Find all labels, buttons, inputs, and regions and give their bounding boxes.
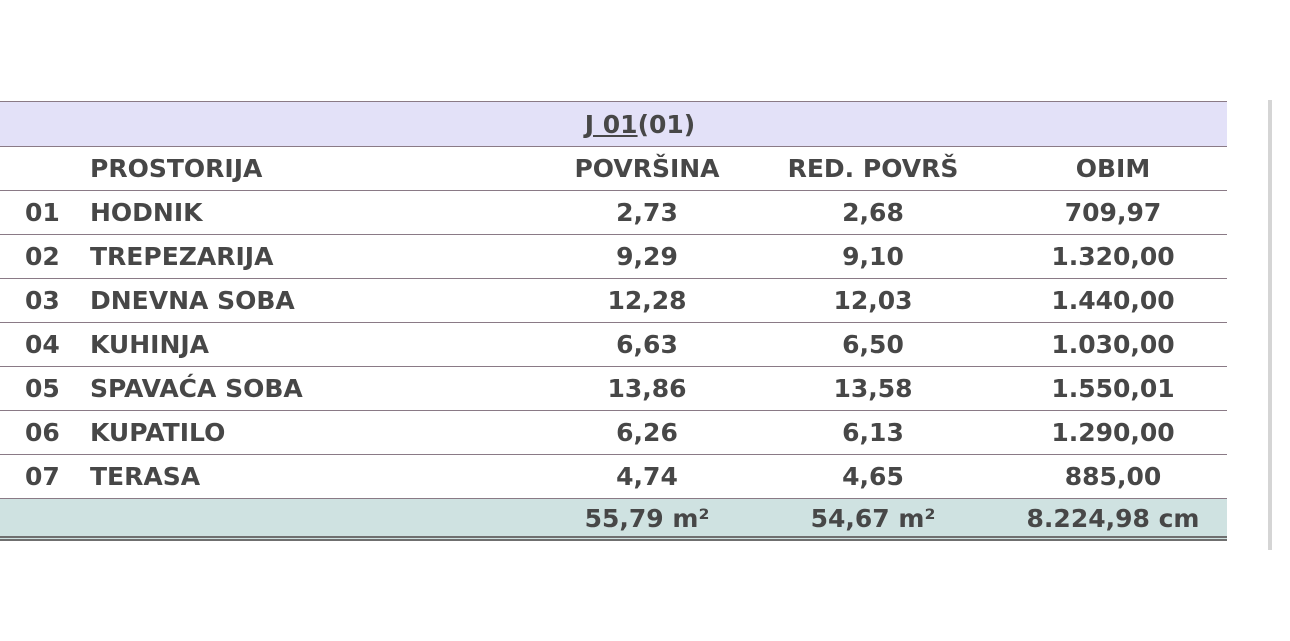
table-row: 01 HODNIK 2,73 2,68 709,97	[0, 191, 1227, 235]
room-name: TREPEZARIJA	[90, 242, 274, 271]
room-name: KUHINJA	[90, 330, 210, 359]
table-row: 03 DNEVNA SOBA 12,28 12,03 1.440,00	[0, 279, 1227, 323]
total-cell: 8.224,98 cm	[1026, 504, 1200, 533]
totals-row: 55,79 m² 54,67 m² 8.224,98 cm	[0, 499, 1227, 541]
value-cell: 2,68	[842, 198, 904, 227]
row-number: 06	[25, 418, 60, 447]
table-row: 07 TERASA 4,74 4,65 885,00	[0, 455, 1227, 499]
value-cell: 6,63	[616, 330, 678, 359]
row-number: 04	[25, 330, 60, 359]
room-name: KUPATILO	[90, 418, 226, 447]
value-cell: 709,97	[1064, 198, 1162, 227]
table-row: 02 TREPEZARIJA 9,29 9,10 1.320,00	[0, 235, 1227, 279]
row-number: 07	[25, 462, 60, 491]
row-number: 03	[25, 286, 60, 315]
value-cell: 13,86	[607, 374, 687, 403]
table-row: 06 KUPATILO 6,26 6,13 1.290,00	[0, 411, 1227, 455]
title-main: J 01	[584, 110, 638, 139]
title-suffix: (01)	[637, 110, 696, 139]
row-number: 02	[25, 242, 60, 271]
value-cell: 12,03	[833, 286, 913, 315]
value-cell: 2,73	[616, 198, 678, 227]
table-row: 05 SPAVAĆA SOBA 13,86 13,58 1.550,01	[0, 367, 1227, 411]
value-cell: 1.320,00	[1051, 242, 1175, 271]
value-cell: 1.550,01	[1051, 374, 1175, 403]
room-name: HODNIK	[90, 198, 203, 227]
header-cell: OBIM	[1075, 154, 1151, 183]
value-cell: 4,74	[616, 462, 678, 491]
header-row: PROSTORIJA POVRŠINA RED. POVRŠ OBIM	[0, 147, 1227, 191]
header-cell: PROSTORIJA	[90, 154, 263, 183]
row-number: 01	[25, 198, 60, 227]
total-cell: 55,79 m²	[584, 504, 710, 533]
row-number: 05	[25, 374, 60, 403]
value-cell: 1.440,00	[1051, 286, 1175, 315]
value-cell: 12,28	[607, 286, 687, 315]
value-cell: 4,65	[842, 462, 904, 491]
value-cell: 1.030,00	[1051, 330, 1175, 359]
room-name: SPAVAĆA SOBA	[90, 374, 303, 403]
value-cell: 9,10	[842, 242, 904, 271]
total-cell: 54,67 m²	[810, 504, 936, 533]
value-cell: 6,13	[842, 418, 904, 447]
room-name: TERASA	[90, 462, 201, 491]
header-cell: RED. POVRŠ	[787, 154, 959, 183]
title: J 01(01)	[585, 102, 695, 148]
table-row: 04 KUHINJA 6,63 6,50 1.030,00	[0, 323, 1227, 367]
value-cell: 9,29	[616, 242, 678, 271]
scrollbar	[1268, 100, 1272, 550]
value-cell: 6,50	[842, 330, 904, 359]
value-cell: 13,58	[833, 374, 913, 403]
header-cell: POVRŠINA	[574, 154, 720, 183]
value-cell: 1.290,00	[1051, 418, 1175, 447]
title-row: J 01(01)	[0, 101, 1227, 147]
room-name: DNEVNA SOBA	[90, 286, 295, 315]
value-cell: 6,26	[616, 418, 678, 447]
value-cell: 885,00	[1064, 462, 1162, 491]
